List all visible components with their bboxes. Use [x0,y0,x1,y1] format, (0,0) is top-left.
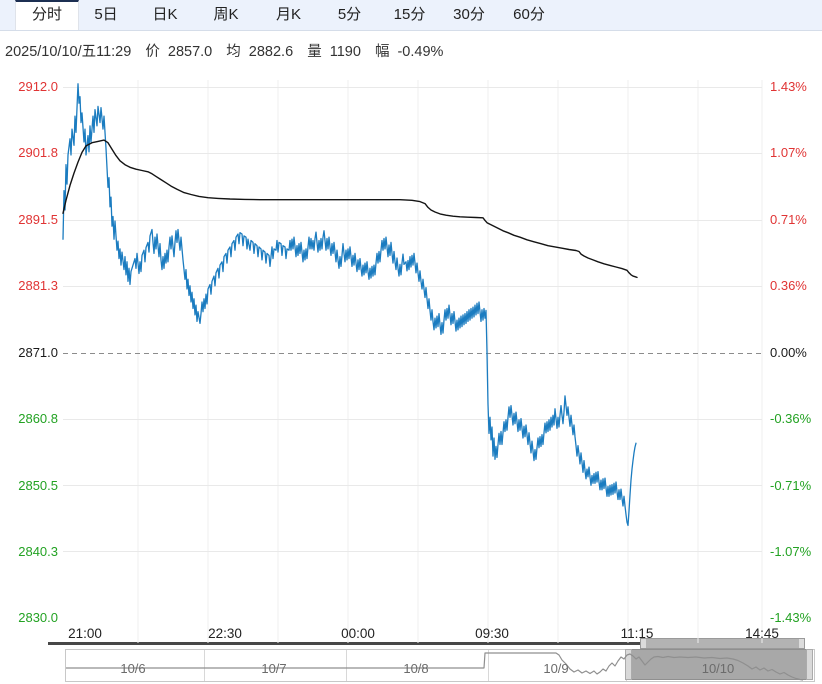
volume-label: 量 [307,44,322,60]
navigator-left-handle[interactable] [625,649,632,680]
navigator-date-label: 10/9 [543,661,569,676]
x-tick-label: 09:30 [475,626,509,641]
horizontal-scrollbar-thumb[interactable] [640,638,805,649]
tab-5min[interactable]: 5分 [337,6,362,23]
navigator-divider [488,650,489,681]
y-right-label: -1.07% [770,544,812,559]
price-value: 2857.0 [167,44,213,60]
y-right-label: 1.07% [770,145,807,160]
y-right-label: 1.43% [770,79,807,94]
navigator-date-label: 10/6 [120,661,146,676]
navigator-right-handle[interactable] [806,649,813,680]
y-right-label: 0.71% [770,212,807,227]
tab-daily-k[interactable]: 日K [152,6,178,23]
tab-weekly-k[interactable]: 周K [213,6,239,23]
tab-intraday[interactable]: 分时 [15,0,79,30]
average-label: 均 [226,44,241,60]
y-left-label: 2871.0 [18,345,58,360]
scrollbar-left-cap [641,639,646,648]
x-tick-label: 11:15 [620,626,654,641]
y-left-label: 2881.3 [18,278,58,293]
navigator-date-label: 10/8 [403,661,429,676]
y-right-label: -0.36% [770,411,812,426]
y-left-label: 2901.8 [18,145,58,160]
volume-value: 1190 [329,44,361,60]
navigator-divider [346,650,347,681]
y-left-label: 2860.8 [18,411,58,426]
tab-30min[interactable]: 30分 [453,6,485,23]
y-left-label: 2840.3 [18,544,58,559]
scrollbar-right-cap [799,639,804,648]
x-tick-label: 14:45 [745,626,779,641]
x-axis-line [48,642,640,645]
y-right-label: -1.43% [770,610,812,625]
tab-60min[interactable]: 60分 [513,6,545,23]
y-left-label: 2830.0 [18,610,58,625]
navigator-date-label: 10/7 [261,661,287,676]
change-label: 幅 [374,44,390,60]
period-tabbar: 分时 5日 日K 周K 月K 5分 15分 30分 60分 [0,0,822,31]
tab-5day[interactable]: 5日 [94,6,118,23]
quote-info-bar: 2025/10/10/五11:29 价 2857.0 均 2882.6 量 11… [5,40,447,61]
navigator-date-label: 10/10 [701,661,735,676]
navigator-divider [204,650,205,681]
price-label: 价 [145,44,160,60]
quote-datetime: 2025/10/10/五11:29 [5,44,132,60]
tab-monthly-k[interactable]: 月K [275,6,301,23]
x-tick-label: 00:00 [341,626,375,641]
change-value: -0.49% [397,44,444,60]
x-tick-label: 22:30 [208,626,242,641]
y-left-label: 2891.5 [18,212,58,227]
y-right-label: 0.36% [770,278,807,293]
y-right-label: -0.71% [770,478,812,493]
x-tick-label: 21:00 [68,626,102,641]
average-value: 2882.6 [248,44,294,60]
tab-15min[interactable]: 15分 [393,6,426,23]
y-right-label: 0.00% [770,345,807,360]
y-left-label: 2850.5 [18,478,58,493]
y-left-label: 2912.0 [18,79,58,94]
